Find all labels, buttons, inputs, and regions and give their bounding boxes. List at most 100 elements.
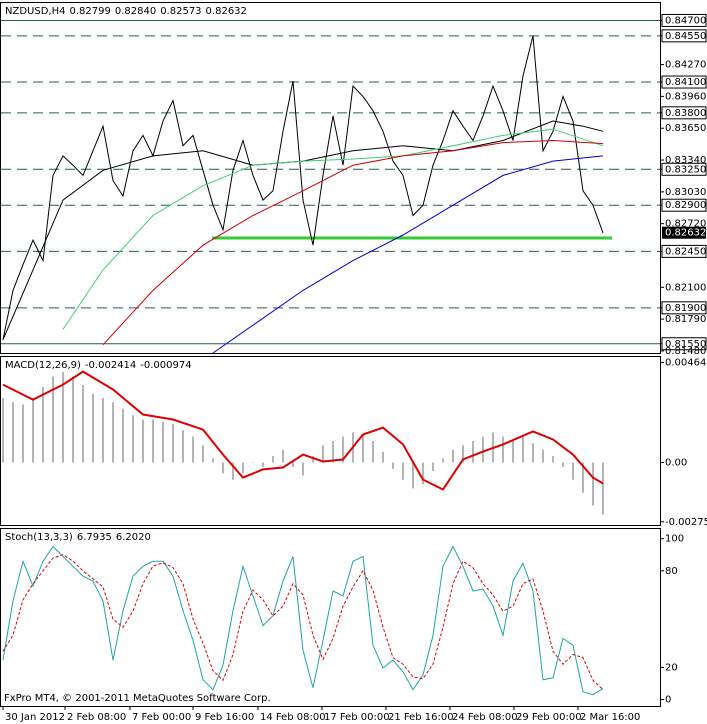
histogram-bar xyxy=(452,449,454,463)
histogram-bar xyxy=(322,445,324,463)
histogram-bar xyxy=(102,397,104,463)
histogram-bar xyxy=(202,445,204,463)
panel-title: MACD(12,26,9) xyxy=(5,360,81,371)
histogram-bar xyxy=(22,404,24,463)
histogram-bar xyxy=(442,458,444,463)
histogram-bar xyxy=(522,436,524,463)
histogram-bar xyxy=(422,462,424,485)
histogram-bar xyxy=(92,393,94,463)
readout-value: 0.82573 xyxy=(160,6,201,17)
histogram-bar xyxy=(472,441,474,463)
panel-title: Stoch(13,3,3) xyxy=(5,532,73,543)
x-tick-label: 21 Feb 16:00 xyxy=(388,712,454,723)
histogram-bar xyxy=(232,462,234,480)
panel-header: NZDUSD,H4 0.82799 0.82840 0.82573 0.82632 xyxy=(5,6,247,17)
histogram-bar xyxy=(122,408,124,463)
histogram-bar xyxy=(142,419,144,463)
histogram-bar xyxy=(432,462,434,472)
series-line xyxy=(2,35,604,340)
y-tick-label: 0.83650 xyxy=(665,123,706,134)
panel-header: Stoch(13,3,3) 6.7935 6.2020 xyxy=(5,532,151,543)
readout-value: -0.002414 xyxy=(85,360,136,371)
level-label-box xyxy=(661,244,707,258)
histogram-bar xyxy=(582,462,584,493)
histogram-bar xyxy=(172,423,174,463)
histogram-bar xyxy=(132,415,134,463)
y-tick-label: 0.82450 xyxy=(665,246,706,257)
histogram-bar xyxy=(402,462,404,480)
y-tick-label: 0.84270 xyxy=(665,60,706,71)
y-tick-label: 0.83030 xyxy=(665,187,706,198)
histogram-bar xyxy=(282,449,284,463)
histogram-bar xyxy=(592,462,594,506)
panel-title: NZDUSD,H4 xyxy=(5,6,65,17)
series-line xyxy=(212,155,604,354)
y-tick-label: 0.82100 xyxy=(665,282,706,293)
histogram-bar xyxy=(542,449,544,463)
series-line xyxy=(2,545,604,696)
y-tick-label: 0.83960 xyxy=(665,91,706,102)
y-tick-label: 0.00 xyxy=(665,458,687,469)
histogram-bar xyxy=(272,456,274,463)
y-tick-label: 0.82720 xyxy=(665,219,706,230)
histogram-bar xyxy=(602,462,604,515)
level-label-box xyxy=(661,301,707,315)
series-line xyxy=(2,554,604,690)
readout-value: 0.82840 xyxy=(115,6,156,17)
y-tick-label: 20 xyxy=(665,662,678,673)
histogram-bar xyxy=(242,462,244,474)
x-tick-label: 7 Feb 00:00 xyxy=(132,712,191,723)
histogram-bar xyxy=(312,456,314,463)
y-tick-label: -0.002750 xyxy=(665,517,707,528)
histogram-bar xyxy=(342,436,344,463)
histogram-bar xyxy=(42,387,44,463)
histogram-bar xyxy=(302,462,304,476)
series-line xyxy=(62,128,604,330)
histogram-bar xyxy=(292,462,294,467)
readout-value: 6.7935 xyxy=(77,532,112,543)
level-label-box xyxy=(661,106,707,120)
histogram-bar xyxy=(182,430,184,463)
histogram-bar xyxy=(162,421,164,463)
histogram-bar xyxy=(32,397,34,463)
histogram-bar xyxy=(52,376,54,463)
y-tick-label: 100 xyxy=(665,534,684,545)
series-line xyxy=(2,370,604,491)
level-label-box xyxy=(661,162,707,176)
x-tick-label: 9 Feb 16:00 xyxy=(195,712,254,723)
readout-value: -0.000974 xyxy=(140,360,191,371)
y-tick-label: 0.81900 xyxy=(665,303,706,314)
histogram-bar xyxy=(362,434,364,463)
histogram-bar xyxy=(532,443,534,463)
price-marker-label: 0.82632 xyxy=(665,228,706,239)
y-tick-label: 0.81550 xyxy=(665,339,706,350)
copyright-note: FxPro MT4, © 2001-2011 MetaQuotes Softwa… xyxy=(4,693,271,704)
y-tick-label: 0.83250 xyxy=(665,164,706,175)
histogram-bar xyxy=(262,462,264,467)
x-tick-label: 24 Feb 08:00 xyxy=(452,712,518,723)
x-tick-label: 14 Feb 08:00 xyxy=(260,712,326,723)
histogram-bar xyxy=(212,458,214,463)
panel-frame xyxy=(0,356,661,526)
y-tick-label: 0.83800 xyxy=(665,108,706,119)
histogram-bar xyxy=(462,445,464,463)
level-label-box xyxy=(661,13,707,27)
level-label-box xyxy=(661,198,707,212)
y-tick-label: 0.82900 xyxy=(665,200,706,211)
x-tick-label: 29 Feb 00:00 xyxy=(516,712,582,723)
y-tick-label: 0.84550 xyxy=(665,31,706,42)
y-tick-label: 0.84100 xyxy=(665,77,706,88)
histogram-bar xyxy=(562,462,564,467)
y-tick-label: 0 xyxy=(665,695,671,706)
histogram-bar xyxy=(152,419,154,463)
x-tick-label: 17 Feb 00:00 xyxy=(324,712,390,723)
histogram-bar xyxy=(332,441,334,463)
histogram-bar xyxy=(552,456,554,463)
histogram-bar xyxy=(2,397,4,463)
y-tick-label: 0.84700 xyxy=(665,15,706,26)
x-tick-label: 2 Feb 08:00 xyxy=(67,712,126,723)
y-tick-label: 0.83340 xyxy=(665,155,706,166)
